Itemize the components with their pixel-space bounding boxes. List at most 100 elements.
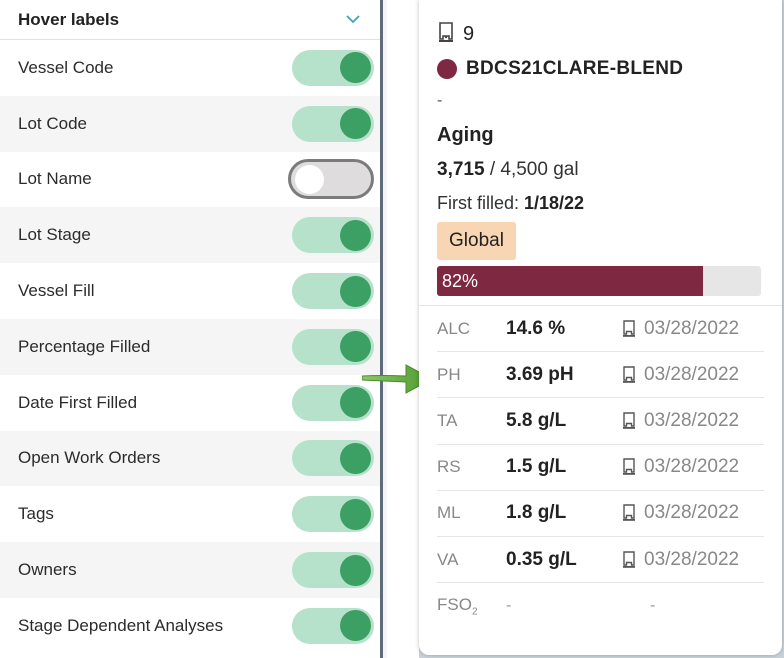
analysis-row: PH 3.69 pH 03/28/2022 [437, 352, 764, 399]
fill-capacity: / 4,500 gal [484, 159, 579, 180]
background-strip [387, 0, 419, 658]
lot-color-dot [437, 59, 457, 79]
lot-code-line: BDCS21CLARE-BLEND [437, 56, 764, 82]
toggle-switch[interactable] [292, 273, 374, 310]
first-filled-label: First filled: [437, 193, 525, 213]
toggle-label: Open Work Orders [18, 448, 161, 468]
toggle-switch[interactable] [292, 49, 374, 86]
analysis-name: TA [437, 410, 458, 430]
toggle-label: Lot Code [18, 113, 87, 133]
analysis-date: - [650, 597, 656, 615]
toggle-row: Lot Stage [0, 207, 380, 264]
tank-icon [437, 21, 455, 48]
analysis-value: 14.6 % [506, 317, 566, 339]
hover-labels-panel: Hover labels Vessel Code Lot Code Lot Name… [0, 0, 383, 658]
analysis-name: ML [437, 503, 461, 523]
lot-stage: Aging [437, 124, 494, 146]
toggle-row: Lot Name [0, 151, 380, 208]
analysis-name: ALC [437, 318, 471, 338]
toggle-label: Tags [18, 504, 54, 524]
percentage-filled-bar: 82% [437, 266, 761, 296]
analysis-date: 03/28/2022 [644, 456, 740, 478]
analysis-row: ALC 14.6 % 03/28/2022 [437, 306, 764, 353]
toggle-label: Vessel Code [18, 57, 114, 77]
toggle-label: Lot Name [18, 169, 92, 189]
vessel-code-line: 9 [437, 20, 764, 48]
fso2-name: FSO [437, 595, 472, 615]
toggle-knob [340, 442, 371, 474]
toggle-switch[interactable] [292, 105, 374, 142]
toggle-knob [340, 387, 371, 419]
tank-icon [622, 412, 644, 430]
toggle-knob [340, 331, 371, 363]
toggle-row: Date First Filled [0, 374, 380, 431]
fill-current: 3,715 [437, 159, 485, 180]
toggle-knob [340, 498, 371, 530]
analyses-list: ALC 14.6 % 03/28/2022 PH 3.69 pH 03/28/2022 TA… [419, 305, 782, 629]
toggle-row: Owners [0, 542, 380, 598]
analysis-row-fso2: FSO2- - [437, 583, 764, 629]
toggle-switch[interactable] [292, 217, 374, 254]
toggle-knob [340, 610, 371, 642]
panel-header[interactable]: Hover labels [0, 0, 380, 40]
toggle-label: Stage Dependent Analyses [18, 615, 224, 635]
analysis-name: RS [437, 457, 461, 477]
vessel-hover-card: 9 BDCS21CLARE-BLEND - Aging 3,715 / 4,50… [419, 0, 782, 655]
toggle-label: Lot Stage [18, 225, 91, 245]
analysis-date: 03/28/2022 [644, 409, 740, 431]
toggle-knob [340, 554, 371, 586]
tank-icon [622, 550, 644, 569]
analysis-name: VA [437, 549, 459, 569]
analysis-row: TA 5.8 g/L 03/28/2022 [437, 398, 764, 445]
first-filled-date: 1/18/22 [524, 193, 585, 213]
toggle-row: Vessel Code [0, 40, 380, 96]
tank-icon [622, 366, 644, 384]
analysis-row: VA 0.35 g/L 03/28/2022 [437, 537, 764, 584]
analysis-value: 3.69 pH [506, 363, 574, 385]
toggle-label: Owners [18, 560, 77, 580]
toggle-switch[interactable] [292, 440, 374, 477]
analysis-date: 03/28/2022 [644, 363, 740, 385]
fso2-subscript: 2 [471, 606, 478, 618]
analysis-date: 03/28/2022 [644, 548, 740, 570]
toggle-row: Vessel Fill [0, 263, 380, 319]
toggle-label: Vessel Fill [18, 281, 95, 301]
toggle-switch[interactable] [292, 328, 374, 365]
toggle-row: Percentage Filled [0, 318, 380, 375]
lot-name: - [437, 92, 443, 109]
toggle-row: Stage Dependent Analyses [0, 597, 380, 654]
analysis-value: - [506, 597, 512, 615]
toggle-switch[interactable] [292, 496, 374, 533]
panel-divider [383, 0, 387, 658]
toggle-switch[interactable] [288, 159, 374, 200]
toggle-switch[interactable] [292, 384, 374, 421]
toggle-knob [340, 275, 371, 307]
analysis-value: 1.5 g/L [506, 456, 567, 478]
analysis-date: 03/28/2022 [644, 317, 740, 339]
toggle-label: Percentage Filled [18, 336, 151, 356]
panel-title: Hover labels [18, 9, 120, 29]
tank-icon [622, 504, 644, 522]
toggle-knob [340, 108, 371, 140]
tank-icon [622, 458, 644, 476]
analysis-row: ML 1.8 g/L 03/28/2022 [437, 491, 764, 537]
toggle-switch[interactable] [292, 607, 374, 644]
toggle-list: Vessel Code Lot Code Lot Name Lot Stage Vess… [0, 40, 380, 654]
toggle-knob [295, 164, 324, 194]
vessel-code: 9 [463, 22, 475, 45]
tag-badge: Global [437, 222, 516, 260]
toggle-switch[interactable] [292, 552, 374, 589]
percentage-filled-text: 82% [442, 271, 479, 291]
toggle-row: Tags [0, 486, 380, 543]
chevron-down-icon[interactable] [346, 13, 360, 27]
analysis-row: RS 1.5 g/L 03/28/2022 [437, 445, 764, 491]
toggle-knob [340, 52, 371, 84]
percentage-filled-fill [437, 266, 703, 296]
analysis-value: 5.8 g/L [506, 409, 567, 431]
analysis-name: PH [437, 364, 461, 384]
analysis-name: FSO2 [437, 595, 506, 617]
lot-code: BDCS21CLARE-BLEND [466, 58, 684, 79]
toggle-knob [340, 219, 371, 251]
toggle-row: Open Work Orders [0, 430, 380, 487]
toggle-row: Lot Code [0, 95, 380, 152]
